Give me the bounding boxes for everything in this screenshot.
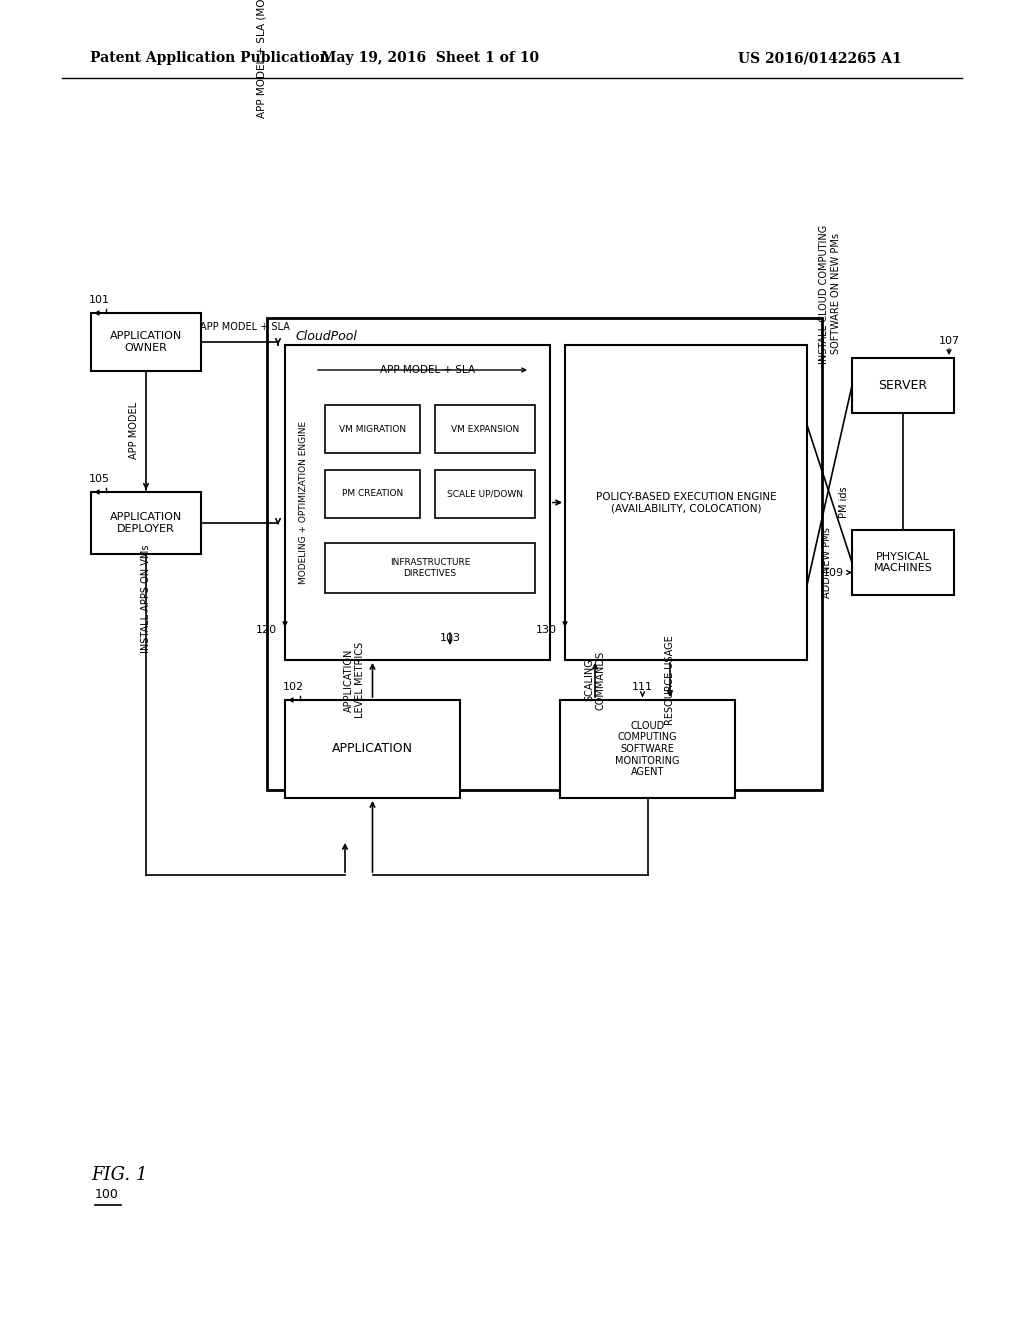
Text: 130: 130 xyxy=(536,624,557,635)
Text: APP MODEL + SLA: APP MODEL + SLA xyxy=(200,322,290,333)
Text: INFRASTRUCTURE
DIRECTIVES: INFRASTRUCTURE DIRECTIVES xyxy=(390,558,470,578)
Bar xyxy=(285,700,460,799)
Text: May 19, 2016  Sheet 1 of 10: May 19, 2016 Sheet 1 of 10 xyxy=(321,51,539,65)
Text: APP MODEL: APP MODEL xyxy=(129,401,139,459)
Text: 103: 103 xyxy=(439,634,461,643)
Bar xyxy=(435,470,535,517)
Text: ADD NEW PMs: ADD NEW PMs xyxy=(822,527,831,598)
Text: APP MODEL + SLA: APP MODEL + SLA xyxy=(380,366,475,375)
Text: APP MODEL + SLA (MODEL = TIERS/TOPOLOGY): APP MODEL + SLA (MODEL = TIERS/TOPOLOGY) xyxy=(257,0,267,117)
Text: SCALING
COMMANDS: SCALING COMMANDS xyxy=(585,651,606,710)
Text: INSTALL CLOUD COMPUTING
SOFTWARE ON NEW PMs: INSTALL CLOUD COMPUTING SOFTWARE ON NEW … xyxy=(819,224,841,363)
Bar xyxy=(325,543,535,593)
Bar xyxy=(325,405,420,453)
Bar xyxy=(325,470,420,517)
Text: CloudPool: CloudPool xyxy=(295,330,357,342)
Text: MODELING + OPTIMIZATION ENGINE: MODELING + OPTIMIZATION ENGINE xyxy=(299,421,307,583)
Bar xyxy=(91,313,201,371)
Text: SERVER: SERVER xyxy=(879,379,928,392)
Bar xyxy=(285,345,550,660)
Text: VM EXPANSION: VM EXPANSION xyxy=(451,425,519,433)
Text: VM MIGRATION: VM MIGRATION xyxy=(339,425,407,433)
Bar xyxy=(91,492,201,554)
Text: 109: 109 xyxy=(823,568,844,578)
Bar xyxy=(435,405,535,453)
Text: POLICY-BASED EXECUTION ENGINE
(AVAILABILITY, COLOCATION): POLICY-BASED EXECUTION ENGINE (AVAILABIL… xyxy=(596,492,776,513)
Text: 1: 1 xyxy=(136,1166,147,1184)
Bar xyxy=(852,358,954,413)
Text: PM CREATION: PM CREATION xyxy=(342,490,403,499)
Text: 120: 120 xyxy=(256,624,278,635)
Text: Patent Application Publication: Patent Application Publication xyxy=(90,51,330,65)
Text: 107: 107 xyxy=(938,337,959,346)
Text: US 2016/0142265 A1: US 2016/0142265 A1 xyxy=(738,51,902,65)
Text: 102: 102 xyxy=(283,682,304,692)
Text: FIG.: FIG. xyxy=(91,1166,130,1184)
Text: APPLICATION
DEPLOYER: APPLICATION DEPLOYER xyxy=(110,512,182,533)
Bar xyxy=(852,531,954,595)
Text: SCALE UP/DOWN: SCALE UP/DOWN xyxy=(447,490,523,499)
Text: CLOUD
COMPUTING
SOFTWARE
MONITORING
AGENT: CLOUD COMPUTING SOFTWARE MONITORING AGEN… xyxy=(615,721,680,777)
Text: INSTALL APPS ON VMs: INSTALL APPS ON VMs xyxy=(141,545,151,653)
Text: PM ids: PM ids xyxy=(839,486,849,517)
Text: APPLICATION: APPLICATION xyxy=(332,742,413,755)
Text: APPLICATION
OWNER: APPLICATION OWNER xyxy=(110,331,182,352)
Bar xyxy=(565,345,807,660)
Text: 101: 101 xyxy=(89,294,110,305)
Text: 105: 105 xyxy=(89,474,110,484)
Text: 111: 111 xyxy=(632,682,653,692)
Text: APPLICATION
LEVEL METRICS: APPLICATION LEVEL METRICS xyxy=(344,642,366,718)
Text: RESOURCE USAGE: RESOURCE USAGE xyxy=(665,635,675,725)
Bar xyxy=(560,700,735,799)
Text: 100: 100 xyxy=(95,1188,119,1201)
Bar xyxy=(267,318,822,789)
Text: PHYSICAL
MACHINES: PHYSICAL MACHINES xyxy=(873,552,933,573)
